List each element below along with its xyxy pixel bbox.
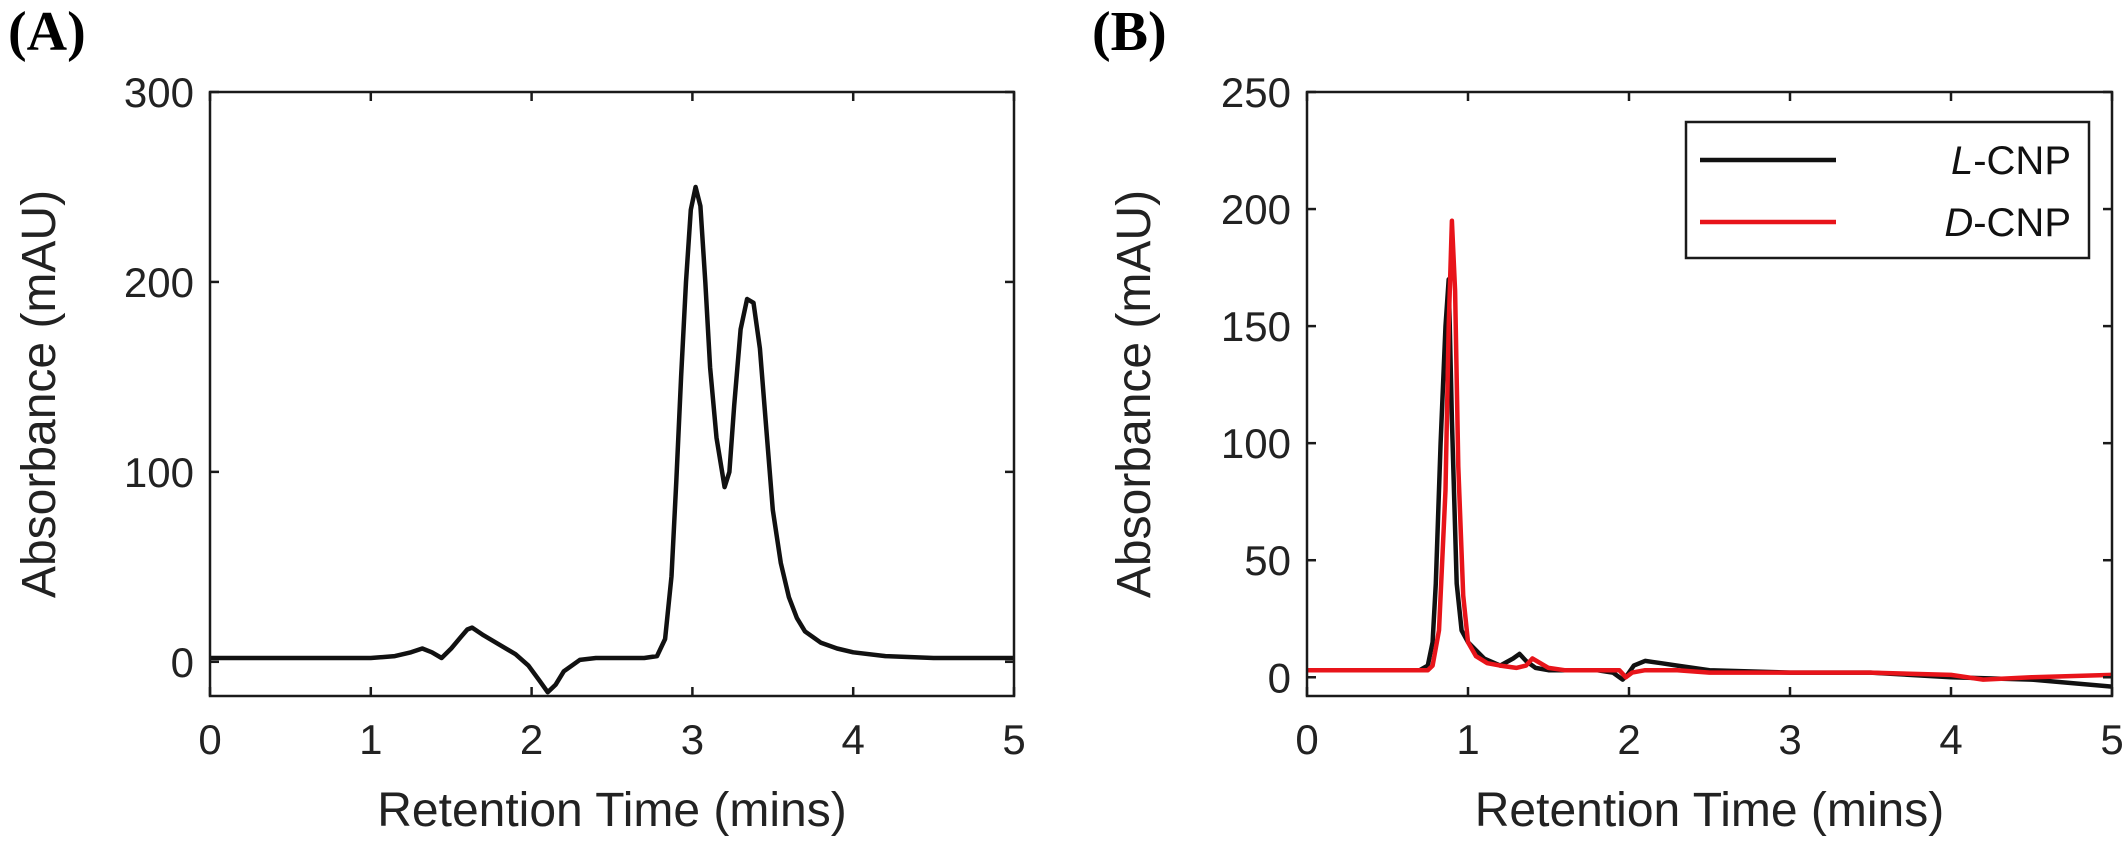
- y-tick-label: 0: [171, 639, 194, 686]
- x-tick-label: 2: [520, 716, 543, 763]
- y-tick-label: 150: [1221, 303, 1291, 350]
- legend-label: L-CNP: [1951, 139, 2071, 183]
- x-tick-label: 1: [1456, 716, 1479, 763]
- series-group: [210, 184, 1014, 695]
- y-axis-label: Absorbance (mAU): [13, 190, 66, 598]
- legend-label-rest: -CNP: [1973, 139, 2071, 183]
- y-tick-label: 250: [1221, 69, 1291, 116]
- x-tick-label: 0: [198, 716, 221, 763]
- x-tick-label: 3: [681, 716, 704, 763]
- x-tick-label: 0: [1295, 716, 1318, 763]
- x-tick-label: 2: [1617, 716, 1640, 763]
- x-axis-label: Retention Time (mins): [1475, 784, 1944, 837]
- legend-label-italic: L: [1951, 139, 1973, 183]
- legend-box: [1684, 120, 2091, 260]
- x-tick-label: 5: [1002, 716, 1025, 763]
- plot-frame: [1305, 90, 2114, 698]
- y-tick-label: 100: [124, 449, 194, 496]
- x-tick-label: 4: [842, 716, 865, 763]
- y-tick-label: 100: [1221, 420, 1291, 467]
- panel-label-b: (B): [1092, 1, 1167, 63]
- series-group: [1307, 218, 2112, 689]
- y-tick-label: 200: [124, 259, 194, 306]
- series-line-b-0: [1307, 277, 2112, 689]
- x-tick-label: 1: [359, 716, 382, 763]
- y-tick-label: 50: [1244, 537, 1291, 584]
- legend-label-italic: D: [1944, 201, 1973, 245]
- y-tick-label: 200: [1221, 186, 1291, 233]
- y-tick-label: 0: [1268, 654, 1291, 701]
- x-tick-label: 4: [1939, 716, 1962, 763]
- series-line-a-0: [210, 184, 1014, 695]
- x-axis-label: Retention Time (mins): [377, 784, 846, 837]
- chart-panel-a: (A) 0 1 2 3 4 5 0 100 200 300 Retention Time (mins)…: [8, 1, 1026, 837]
- legend-label: D-CNP: [1944, 201, 2071, 245]
- legend-label-rest: -CNP: [1973, 201, 2071, 245]
- y-tick-label: 300: [124, 69, 194, 116]
- x-tick-label: 5: [2100, 716, 2123, 763]
- series-line-b-1: [1307, 218, 2112, 682]
- y-axis-label: Absorbance (mAU): [1108, 190, 1161, 598]
- x-tick-label: 3: [1778, 716, 1801, 763]
- plot-frame: [208, 90, 1016, 698]
- panel-label-a: (A): [8, 1, 86, 63]
